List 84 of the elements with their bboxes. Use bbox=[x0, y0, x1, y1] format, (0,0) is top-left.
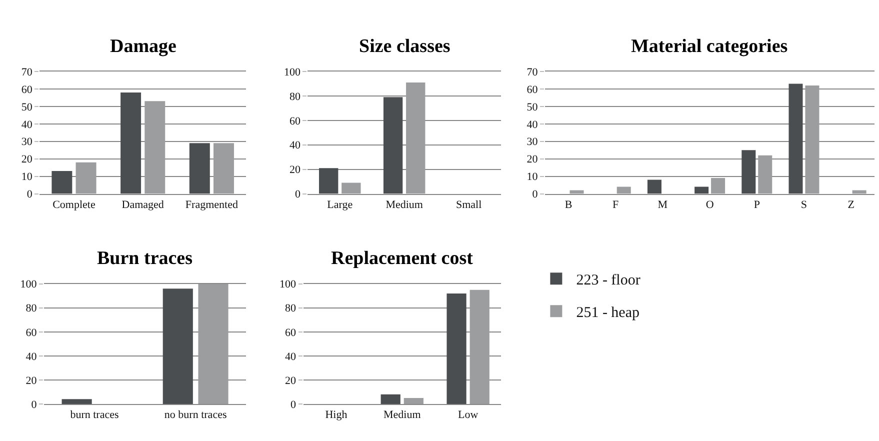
bar bbox=[446, 293, 466, 404]
bar bbox=[162, 288, 193, 404]
y-tick-label: 20 bbox=[26, 374, 38, 387]
x-tick-label: Small bbox=[456, 198, 482, 211]
y-tick-label: 60 bbox=[285, 326, 297, 339]
y-tick-label: 0 bbox=[532, 188, 538, 201]
y-tick-label: 30 bbox=[21, 136, 33, 148]
y-tick-label: 100 bbox=[280, 278, 297, 291]
x-tick-label: Low bbox=[458, 409, 478, 422]
bar bbox=[694, 186, 709, 194]
bar bbox=[62, 399, 92, 404]
y-tick-label: 40 bbox=[26, 350, 38, 363]
x-tick-label: F bbox=[612, 198, 619, 211]
bar bbox=[144, 101, 166, 194]
bar bbox=[380, 394, 400, 404]
bar bbox=[213, 143, 234, 194]
y-tick-label: 100 bbox=[20, 278, 38, 291]
bar bbox=[198, 284, 228, 404]
x-tick-label: High bbox=[325, 409, 348, 422]
y-tick-label: 40 bbox=[526, 118, 538, 131]
bar bbox=[470, 290, 490, 404]
x-tick-label: Damaged bbox=[122, 198, 164, 211]
bar bbox=[120, 92, 142, 194]
y-tick-label: 0 bbox=[26, 188, 33, 201]
y-tick-label: 70 bbox=[21, 66, 33, 78]
chart-title: Material categories bbox=[631, 36, 788, 57]
legend-label: 223 - floor bbox=[576, 272, 640, 288]
bar bbox=[189, 143, 210, 194]
y-tick-label: 80 bbox=[26, 302, 38, 315]
bar bbox=[788, 84, 803, 194]
y-tick-label: 0 bbox=[290, 398, 297, 411]
bar bbox=[383, 97, 403, 194]
y-tick-label: 10 bbox=[526, 171, 538, 184]
x-tick-label: O bbox=[706, 198, 714, 211]
x-tick-label: P bbox=[754, 198, 760, 211]
bar bbox=[76, 162, 96, 194]
x-tick-label: Medium bbox=[384, 409, 422, 422]
x-tick-label: burn traces bbox=[70, 409, 119, 422]
bar bbox=[404, 398, 424, 404]
x-tick-label: M bbox=[658, 198, 668, 211]
bar bbox=[742, 150, 756, 194]
bar bbox=[319, 168, 338, 194]
y-tick-label: 30 bbox=[526, 136, 538, 148]
y-tick-label: 0 bbox=[31, 398, 38, 411]
x-tick-label: B bbox=[564, 198, 572, 211]
x-tick-label: no burn traces bbox=[164, 409, 227, 422]
x-tick-label: Fragmented bbox=[185, 198, 238, 211]
y-tick-label: 80 bbox=[289, 90, 301, 103]
y-tick-label: 60 bbox=[526, 84, 538, 96]
bar bbox=[616, 186, 631, 194]
y-tick-label: 70 bbox=[526, 66, 538, 78]
y-tick-label: 40 bbox=[21, 118, 33, 131]
chart-title: Burn traces bbox=[97, 248, 193, 269]
bar bbox=[406, 82, 426, 194]
y-tick-label: 20 bbox=[285, 374, 297, 387]
legend-label: 251 - heap bbox=[576, 305, 640, 321]
bar bbox=[52, 171, 72, 194]
x-tick-label: Complete bbox=[52, 198, 96, 211]
bar bbox=[805, 85, 820, 194]
x-tick-label: Medium bbox=[386, 198, 424, 211]
y-tick-label: 50 bbox=[21, 101, 33, 114]
y-tick-label: 20 bbox=[21, 154, 33, 166]
x-tick-label: Z bbox=[848, 198, 855, 211]
chart-title: Damage bbox=[110, 36, 176, 57]
y-tick-label: 60 bbox=[289, 115, 301, 128]
bar bbox=[342, 182, 361, 194]
bar bbox=[647, 180, 662, 194]
y-tick-label: 0 bbox=[294, 188, 301, 201]
y-tick-label: 40 bbox=[285, 350, 297, 363]
bar bbox=[758, 155, 772, 194]
y-tick-label: 10 bbox=[21, 171, 33, 184]
bar bbox=[711, 178, 726, 194]
chart-title: Replacement cost bbox=[331, 248, 474, 269]
y-tick-label: 40 bbox=[289, 140, 301, 152]
x-tick-label: S bbox=[800, 198, 808, 211]
y-tick-label: 50 bbox=[526, 101, 538, 114]
y-tick-label: 60 bbox=[21, 84, 33, 96]
y-tick-label: 100 bbox=[284, 66, 301, 78]
y-tick-label: 20 bbox=[289, 164, 301, 176]
y-tick-label: 60 bbox=[26, 326, 38, 339]
chart-title: Size classes bbox=[359, 36, 450, 57]
y-tick-label: 80 bbox=[285, 302, 297, 315]
y-tick-label: 20 bbox=[526, 154, 538, 166]
x-tick-label: Large bbox=[327, 198, 353, 211]
